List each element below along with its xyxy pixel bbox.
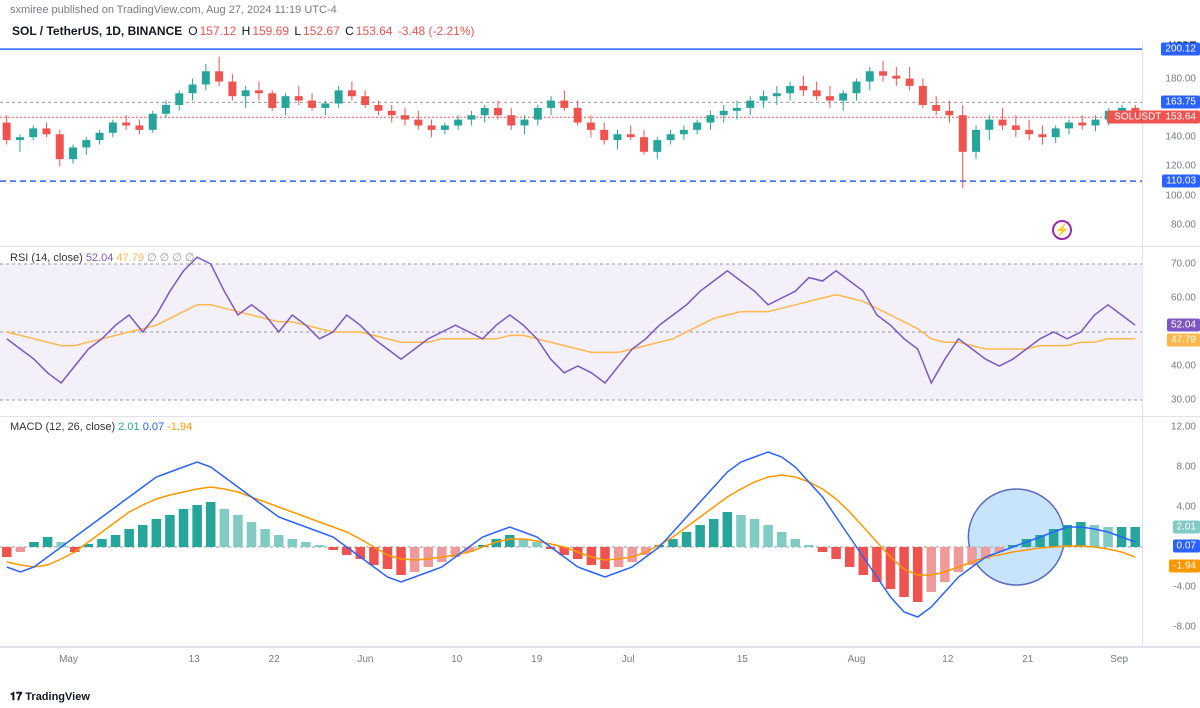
- publish-header: sxmiree published on TradingView.com, Au…: [0, 0, 1200, 20]
- x-axis: May1322Jun1019Jul15Aug1221Sep: [0, 647, 1200, 682]
- price-panel[interactable]: ⚡ USDT 80.00100.00120.00140.00180.00 200…: [0, 42, 1200, 247]
- publish-text: sxmiree published on TradingView.com, Au…: [10, 4, 337, 16]
- footer-logo[interactable]: 𝟏𝟕 TradingView: [10, 691, 90, 704]
- symbol-pair[interactable]: SOL / TetherUS, 1D, BINANCE: [12, 24, 182, 38]
- macd-panel[interactable]: MACD (12, 26, close) 2.01 0.07 -1.94 -8.…: [0, 417, 1200, 647]
- macd-plot[interactable]: [0, 417, 1142, 646]
- flash-icon[interactable]: ⚡: [1052, 220, 1072, 240]
- symbol-bar: SOL / TetherUS, 1D, BINANCE O157.12 H159…: [0, 20, 1200, 42]
- rsi-plot[interactable]: [0, 247, 1142, 416]
- price-plot[interactable]: ⚡: [0, 42, 1142, 246]
- rsi-yaxis: 30.0040.0060.0070.00 52.0447.79: [1142, 247, 1200, 416]
- price-yaxis: USDT 80.00100.00120.00140.00180.00 200.1…: [1142, 42, 1200, 246]
- macd-header: MACD (12, 26, close) 2.01 0.07 -1.94: [10, 421, 192, 433]
- rsi-panel[interactable]: RSI (14, close) 52.04 47.79 ∅ ∅ ∅ ∅ 30.0…: [0, 247, 1200, 417]
- rsi-header: RSI (14, close) 52.04 47.79 ∅ ∅ ∅ ∅: [10, 251, 195, 264]
- ohlc-values: O157.12 H159.69 L152.67 C153.64 -3.48 (-…: [188, 24, 476, 38]
- macd-yaxis: -8.00-4.004.008.0012.00 2.010.07-1.94: [1142, 417, 1200, 646]
